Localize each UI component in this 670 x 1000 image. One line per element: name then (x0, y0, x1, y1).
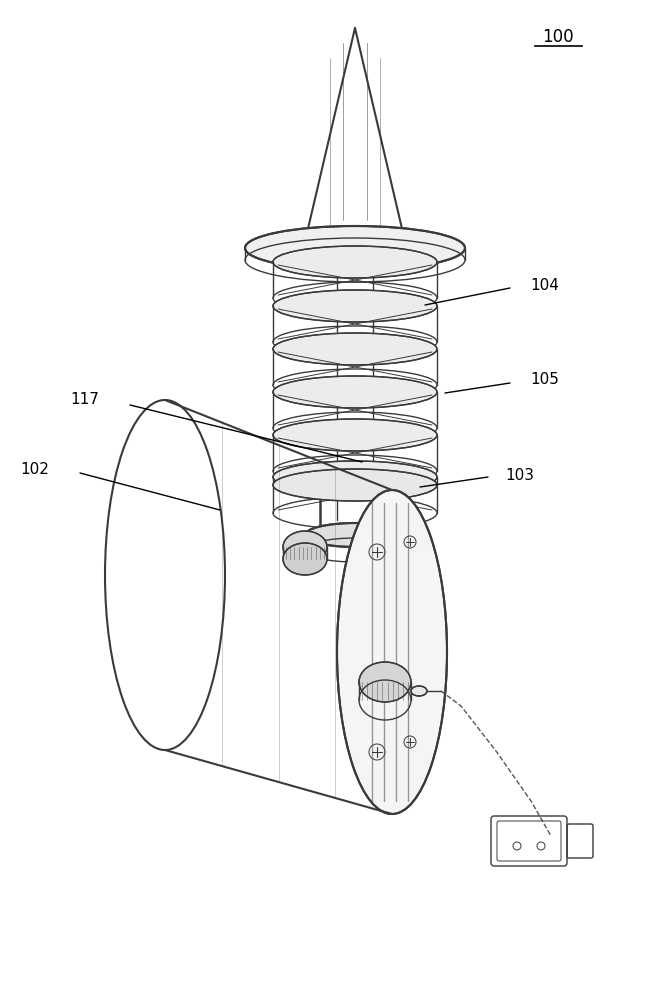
Text: 100: 100 (542, 28, 574, 46)
Text: 104: 104 (531, 277, 559, 292)
Text: 105: 105 (531, 372, 559, 387)
Ellipse shape (283, 543, 327, 575)
Ellipse shape (273, 376, 437, 408)
Ellipse shape (245, 226, 465, 270)
Ellipse shape (273, 419, 437, 451)
Ellipse shape (273, 333, 437, 365)
Ellipse shape (411, 686, 427, 696)
Ellipse shape (337, 490, 447, 814)
Ellipse shape (305, 523, 405, 547)
Ellipse shape (283, 531, 327, 563)
Ellipse shape (359, 662, 411, 702)
Text: 117: 117 (70, 392, 99, 408)
Ellipse shape (273, 290, 437, 322)
Text: 103: 103 (505, 468, 535, 483)
Ellipse shape (273, 461, 437, 493)
Ellipse shape (273, 469, 437, 501)
Ellipse shape (273, 246, 437, 278)
Text: 102: 102 (21, 462, 50, 478)
